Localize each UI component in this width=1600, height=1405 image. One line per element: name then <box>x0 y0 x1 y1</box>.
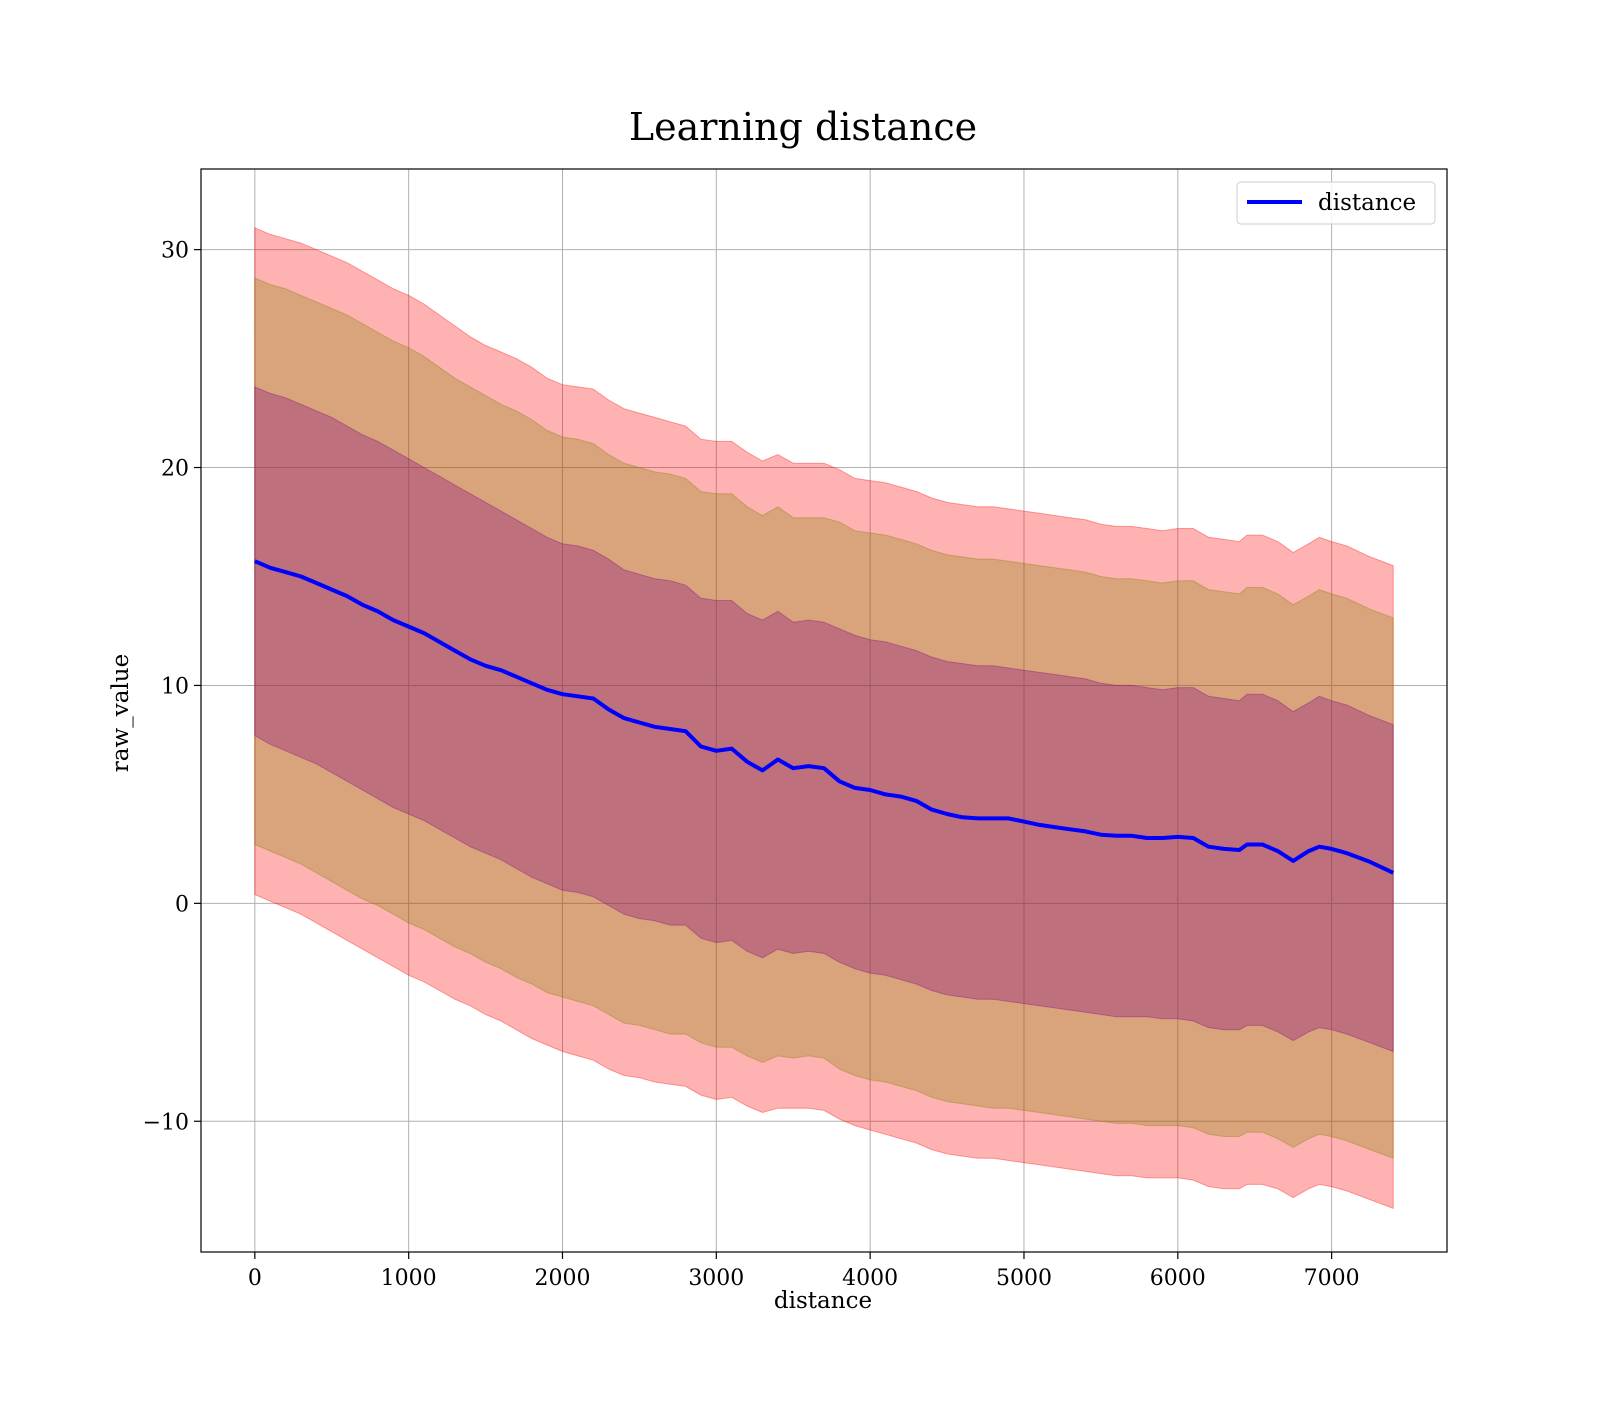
legend-box <box>1236 181 1436 225</box>
x-axis-label: distance <box>774 1288 872 1314</box>
confidence-band-red <box>254 227 1394 1210</box>
tick-layer: 0 1000 2000 3000 4000 5000 6000 7000 −10 0 10 20 30 <box>143 239 1360 1291</box>
y-tick-label: 0 <box>175 892 189 917</box>
confidence-band-purple <box>254 386 1394 1053</box>
y-tick-label: 20 <box>161 457 189 482</box>
legend: distance <box>1236 181 1436 225</box>
axes-frame <box>200 168 1448 1253</box>
y-tick-label: 10 <box>161 674 189 699</box>
confidence-band-olive <box>254 277 1394 1160</box>
x-tick-label: 2000 <box>534 1266 590 1291</box>
series-line-distance <box>254 559 1395 875</box>
grid-layer <box>201 169 1447 1252</box>
x-tick-label: 5000 <box>996 1266 1052 1291</box>
x-tick-label: 0 <box>248 1266 262 1291</box>
band-layer <box>254 227 1394 1210</box>
y-axis-label: raw_value <box>108 654 134 772</box>
x-tick-label: 1000 <box>381 1266 437 1291</box>
y-tick-label: 30 <box>161 239 189 264</box>
x-tick-label: 7000 <box>1304 1266 1360 1291</box>
line-layer <box>254 559 1395 875</box>
x-tick-label: 4000 <box>842 1266 898 1291</box>
x-tick-label: 3000 <box>688 1266 744 1291</box>
chart-title: Learning distance <box>629 105 977 149</box>
y-tick-label: −10 <box>143 1110 189 1135</box>
x-tick-label: 6000 <box>1150 1266 1206 1291</box>
legend-label-distance: distance <box>1318 190 1416 216</box>
